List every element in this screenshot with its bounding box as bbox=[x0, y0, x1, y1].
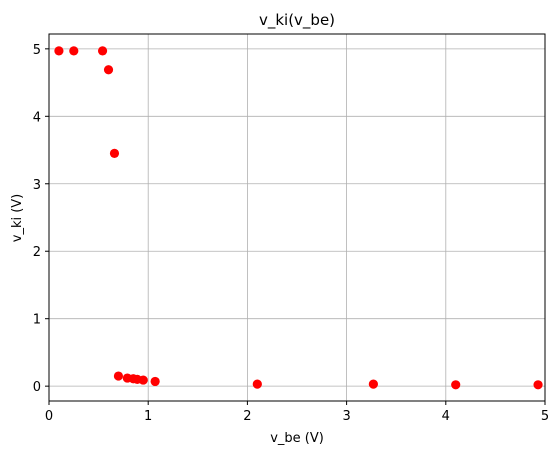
chart-title: v_ki(v_be) bbox=[259, 11, 335, 30]
data-point bbox=[368, 379, 378, 389]
data-point bbox=[109, 148, 120, 159]
x-tick-label: 2 bbox=[243, 409, 251, 424]
y-tick-label: 2 bbox=[33, 245, 41, 260]
x-tick-label: 3 bbox=[342, 409, 350, 424]
data-point bbox=[103, 65, 114, 75]
data-point bbox=[451, 380, 461, 390]
grid-lines bbox=[48, 34, 546, 401]
y-axis-ticks: 0 1 2 3 4 5 bbox=[33, 43, 49, 395]
data-points bbox=[54, 46, 543, 390]
y-tick-label: 5 bbox=[33, 43, 41, 58]
data-point bbox=[54, 46, 64, 56]
y-tick-label: 4 bbox=[33, 110, 41, 125]
x-tick-label: 4 bbox=[442, 409, 450, 424]
data-point bbox=[113, 371, 124, 381]
data-point bbox=[97, 46, 108, 56]
y-tick-label: 3 bbox=[33, 178, 41, 193]
y-tick-label: 0 bbox=[33, 380, 41, 395]
x-axis-ticks: 0 1 2 3 4 5 bbox=[45, 401, 549, 424]
y-axis-label: v_ki (V) bbox=[10, 194, 25, 243]
data-point bbox=[138, 375, 148, 385]
y-tick-label: 1 bbox=[33, 313, 41, 328]
data-point bbox=[252, 379, 262, 389]
plot-frame bbox=[48, 33, 546, 402]
x-tick-label: 0 bbox=[45, 409, 53, 424]
x-tick-label: 5 bbox=[541, 409, 549, 424]
data-point bbox=[533, 380, 543, 390]
x-tick-label: 1 bbox=[144, 409, 152, 424]
data-point bbox=[150, 376, 160, 387]
data-point bbox=[69, 46, 79, 56]
x-axis-label: v_be (V) bbox=[270, 431, 324, 446]
